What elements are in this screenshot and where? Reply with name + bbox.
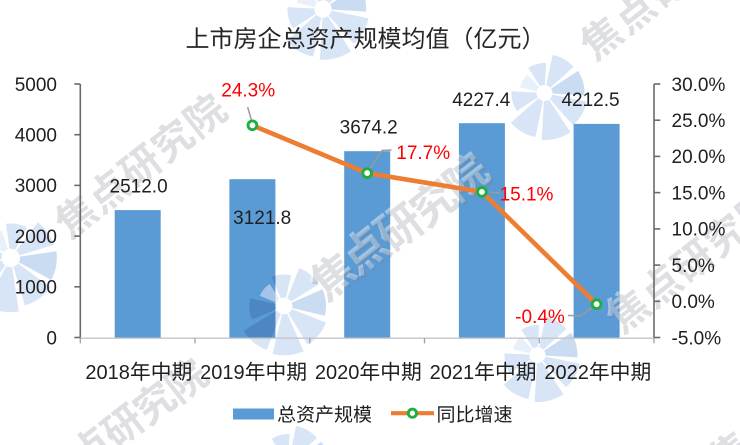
- svg-text:2021: 2021: [430, 362, 475, 384]
- svg-text:2022: 2022: [544, 362, 589, 384]
- svg-text:3674.2: 3674.2: [340, 118, 398, 139]
- svg-text:17.7%: 17.7%: [396, 143, 450, 164]
- svg-text:10.0%: 10.0%: [672, 220, 726, 241]
- svg-text:5000: 5000: [15, 75, 57, 96]
- svg-text:5.0%: 5.0%: [672, 256, 715, 277]
- svg-text:24.3%: 24.3%: [221, 80, 275, 101]
- svg-text:15.1%: 15.1%: [500, 184, 554, 205]
- svg-text:4227.4: 4227.4: [452, 90, 511, 111]
- svg-text:2000: 2000: [15, 227, 57, 248]
- svg-text:20.0%: 20.0%: [672, 147, 726, 168]
- svg-text:3000: 3000: [15, 176, 57, 197]
- svg-text:2019: 2019: [200, 362, 245, 384]
- svg-text:25.0%: 25.0%: [672, 111, 726, 132]
- svg-text:2512.0: 2512.0: [110, 176, 168, 197]
- svg-text:3121.8: 3121.8: [233, 208, 291, 229]
- svg-text:4212.5: 4212.5: [561, 90, 619, 111]
- svg-text:30.0%: 30.0%: [672, 75, 726, 96]
- svg-text:15.0%: 15.0%: [672, 183, 726, 204]
- svg-text:0.0%: 0.0%: [672, 292, 715, 313]
- svg-text:4000: 4000: [15, 126, 57, 147]
- svg-text:2020: 2020: [315, 362, 360, 384]
- svg-text:0: 0: [46, 328, 57, 349]
- svg-text:-0.4%: -0.4%: [515, 307, 565, 328]
- svg-text:1000: 1000: [15, 278, 57, 299]
- svg-text:-5.0%: -5.0%: [672, 328, 722, 349]
- svg-text:2018: 2018: [85, 362, 129, 384]
